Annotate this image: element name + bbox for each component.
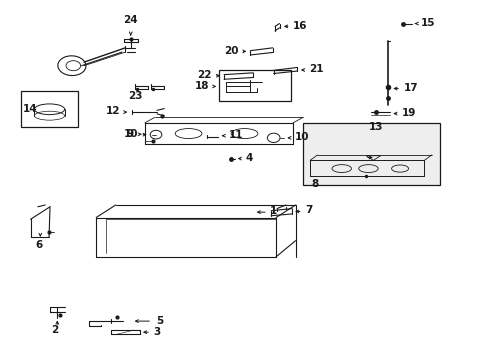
Text: 20: 20	[223, 46, 238, 56]
Text: 9: 9	[126, 129, 133, 139]
Text: 14: 14	[23, 104, 38, 114]
Text: 6: 6	[36, 240, 43, 250]
Text: 5: 5	[156, 316, 163, 326]
FancyBboxPatch shape	[302, 123, 439, 185]
Text: 13: 13	[368, 122, 382, 132]
Text: 16: 16	[292, 21, 307, 31]
Text: 10: 10	[294, 132, 308, 142]
Text: 4: 4	[245, 153, 252, 163]
Text: 24: 24	[122, 15, 137, 24]
Text: 1: 1	[270, 206, 277, 216]
Text: 22: 22	[197, 70, 211, 80]
Text: 8: 8	[311, 179, 318, 189]
Text: 2: 2	[51, 325, 59, 335]
Text: 10: 10	[124, 129, 138, 139]
Text: 3: 3	[153, 327, 161, 337]
Text: 18: 18	[194, 81, 208, 91]
Text: 19: 19	[401, 108, 415, 118]
Text: 23: 23	[127, 91, 142, 101]
Text: 7: 7	[305, 205, 312, 215]
Text: 17: 17	[403, 83, 417, 93]
Text: 11: 11	[228, 130, 243, 140]
Text: 15: 15	[420, 18, 435, 28]
Text: 12: 12	[105, 107, 120, 116]
Text: 21: 21	[308, 64, 323, 74]
